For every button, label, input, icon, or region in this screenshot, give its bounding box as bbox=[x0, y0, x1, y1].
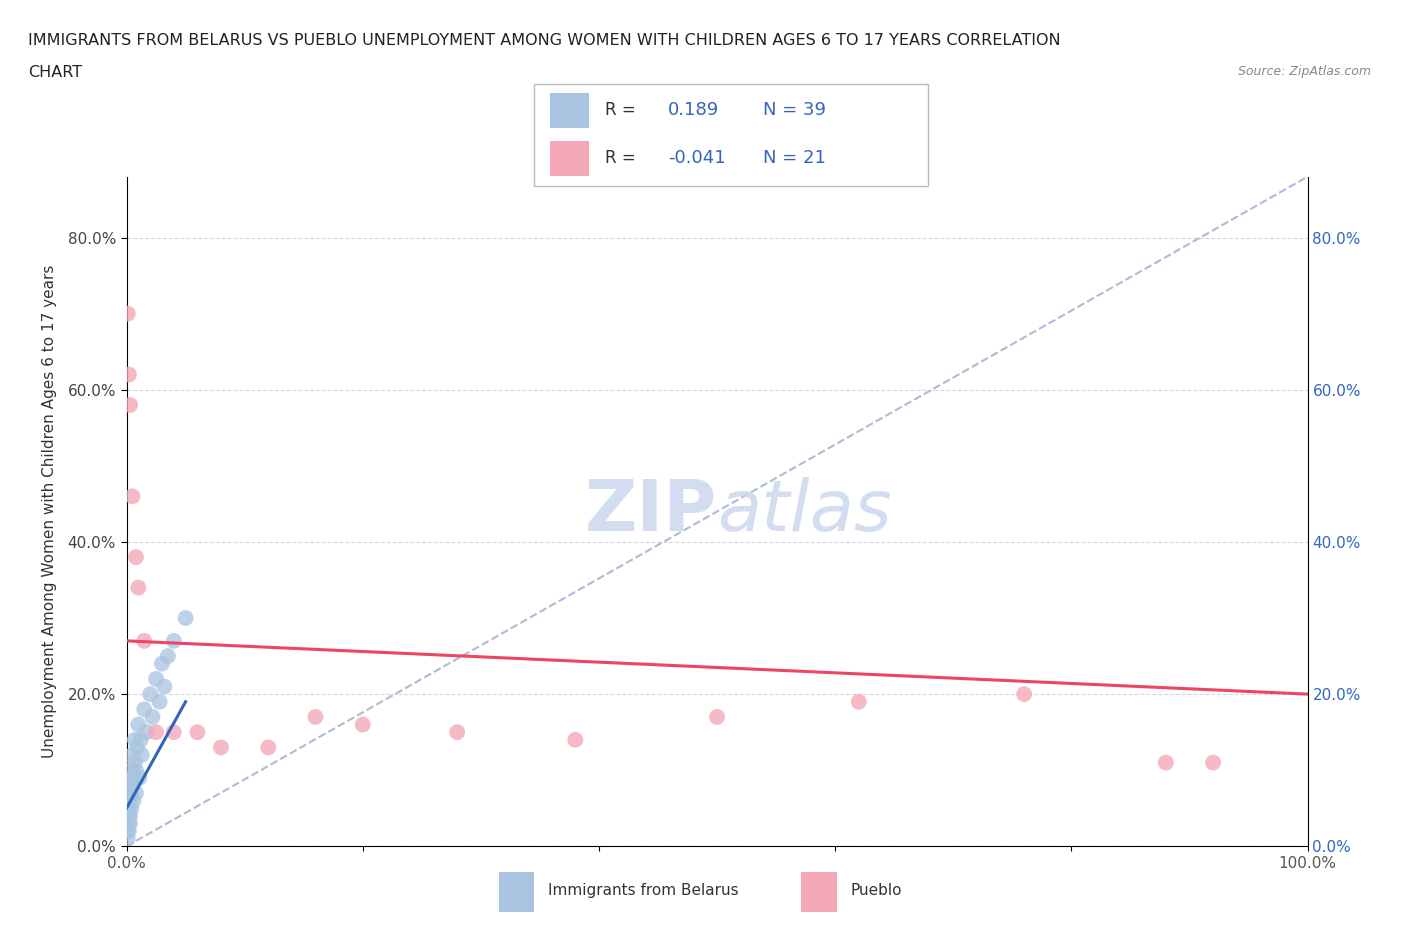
Point bbox=[125, 786, 148, 801]
Point bbox=[118, 367, 141, 382]
Point bbox=[848, 695, 870, 710]
Point bbox=[118, 824, 141, 839]
Point bbox=[121, 778, 143, 793]
Point bbox=[120, 397, 142, 412]
FancyBboxPatch shape bbox=[550, 93, 589, 127]
Point bbox=[1154, 755, 1177, 770]
Text: atlas: atlas bbox=[717, 477, 891, 546]
Point bbox=[150, 657, 173, 671]
Point bbox=[120, 770, 142, 785]
Text: 0.189: 0.189 bbox=[668, 101, 720, 119]
Point bbox=[141, 710, 163, 724]
Point bbox=[127, 580, 149, 595]
Point bbox=[120, 778, 142, 793]
Point bbox=[124, 732, 146, 747]
FancyBboxPatch shape bbox=[534, 84, 928, 186]
Point bbox=[134, 702, 156, 717]
Point bbox=[156, 648, 179, 663]
Text: ZIP: ZIP bbox=[585, 477, 717, 546]
Point bbox=[163, 633, 186, 648]
Point bbox=[174, 611, 197, 626]
Point bbox=[145, 671, 167, 686]
Point bbox=[121, 748, 143, 763]
Point bbox=[257, 740, 280, 755]
Point bbox=[209, 740, 232, 755]
Point bbox=[118, 793, 141, 808]
Point bbox=[706, 710, 728, 724]
Point bbox=[352, 717, 374, 732]
Text: N = 21: N = 21 bbox=[762, 150, 825, 167]
Point bbox=[127, 740, 149, 755]
Point bbox=[118, 808, 141, 823]
Text: Pueblo: Pueblo bbox=[851, 883, 903, 898]
Point bbox=[564, 732, 586, 747]
Point bbox=[135, 724, 157, 739]
Point bbox=[1012, 686, 1035, 701]
Point bbox=[120, 793, 142, 808]
Text: R =: R = bbox=[605, 150, 636, 167]
Point bbox=[121, 489, 143, 504]
Point bbox=[122, 770, 145, 785]
Point bbox=[145, 724, 167, 739]
Point bbox=[117, 306, 139, 321]
Point bbox=[120, 816, 142, 830]
Point bbox=[127, 717, 149, 732]
Point bbox=[118, 801, 141, 816]
Point bbox=[121, 763, 143, 777]
FancyBboxPatch shape bbox=[499, 872, 534, 911]
Point bbox=[124, 755, 146, 770]
Text: -0.041: -0.041 bbox=[668, 150, 725, 167]
FancyBboxPatch shape bbox=[801, 872, 837, 911]
Text: CHART: CHART bbox=[28, 65, 82, 80]
Point bbox=[163, 724, 186, 739]
Point bbox=[134, 633, 156, 648]
Point bbox=[129, 732, 152, 747]
FancyBboxPatch shape bbox=[550, 141, 589, 176]
Point bbox=[131, 748, 153, 763]
Point bbox=[186, 724, 208, 739]
Point bbox=[304, 710, 326, 724]
Point bbox=[128, 770, 150, 785]
Text: IMMIGRANTS FROM BELARUS VS PUEBLO UNEMPLOYMENT AMONG WOMEN WITH CHILDREN AGES 6 : IMMIGRANTS FROM BELARUS VS PUEBLO UNEMPL… bbox=[28, 33, 1060, 47]
Point bbox=[125, 763, 148, 777]
Point bbox=[120, 808, 142, 823]
Point bbox=[117, 831, 139, 846]
Point bbox=[117, 824, 139, 839]
Point bbox=[117, 816, 139, 830]
Point bbox=[139, 686, 162, 701]
Y-axis label: Unemployment Among Women with Children Ages 6 to 17 years: Unemployment Among Women with Children A… bbox=[42, 265, 56, 758]
Point bbox=[120, 801, 142, 816]
Text: Immigrants from Belarus: Immigrants from Belarus bbox=[548, 883, 740, 898]
Text: R =: R = bbox=[605, 101, 636, 119]
Point bbox=[125, 550, 148, 565]
Text: N = 39: N = 39 bbox=[762, 101, 825, 119]
Text: Source: ZipAtlas.com: Source: ZipAtlas.com bbox=[1237, 65, 1371, 78]
Point bbox=[122, 793, 145, 808]
Point bbox=[149, 695, 172, 710]
Point bbox=[1202, 755, 1225, 770]
Point bbox=[120, 786, 142, 801]
Point bbox=[153, 679, 176, 694]
Point bbox=[446, 724, 468, 739]
